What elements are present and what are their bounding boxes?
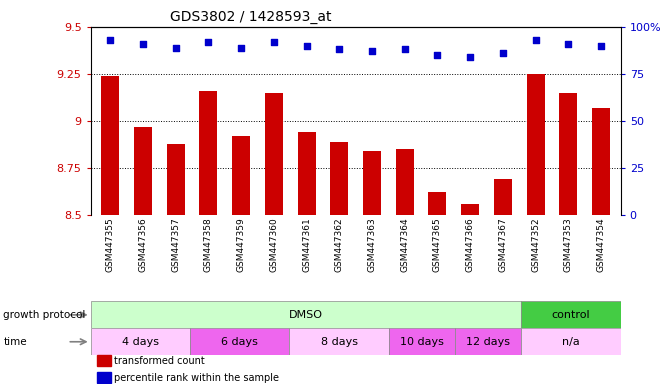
Bar — [461, 204, 479, 215]
Text: GSM447363: GSM447363 — [368, 218, 376, 272]
Bar — [521, 301, 621, 328]
Bar — [134, 127, 152, 215]
Text: GSM447362: GSM447362 — [335, 218, 344, 272]
Text: GSM447359: GSM447359 — [237, 218, 246, 272]
Point — [236, 45, 246, 51]
Point — [301, 43, 312, 49]
Bar — [199, 91, 217, 215]
Bar — [560, 93, 577, 215]
Bar — [265, 93, 282, 215]
Point — [530, 37, 541, 43]
Bar — [166, 144, 185, 215]
Bar — [91, 301, 521, 328]
Text: GSM447361: GSM447361 — [302, 218, 311, 272]
Bar — [297, 132, 315, 215]
Text: 8 days: 8 days — [321, 337, 358, 347]
Bar — [429, 192, 446, 215]
Text: percentile rank within the sample: percentile rank within the sample — [114, 373, 279, 383]
Bar — [396, 149, 414, 215]
Text: GSM447364: GSM447364 — [400, 218, 409, 272]
Text: n/a: n/a — [562, 337, 580, 347]
Point — [596, 43, 607, 49]
Bar — [527, 74, 545, 215]
Text: GSM447356: GSM447356 — [138, 218, 148, 272]
Point — [497, 50, 508, 56]
Text: GSM447358: GSM447358 — [204, 218, 213, 272]
Point — [170, 45, 181, 51]
Point — [399, 46, 410, 53]
Bar — [592, 108, 610, 215]
Text: GSM447367: GSM447367 — [499, 218, 507, 272]
Text: 4 days: 4 days — [121, 337, 159, 347]
Bar — [521, 328, 621, 355]
Text: GSM447360: GSM447360 — [269, 218, 278, 272]
Text: time: time — [3, 337, 27, 347]
Point — [465, 54, 476, 60]
Text: DMSO: DMSO — [289, 310, 323, 320]
Text: 6 days: 6 days — [221, 337, 258, 347]
Bar — [232, 136, 250, 215]
Text: GSM447352: GSM447352 — [531, 218, 540, 272]
Point — [203, 39, 214, 45]
Point — [105, 37, 115, 43]
Text: control: control — [552, 310, 590, 320]
Text: GSM447355: GSM447355 — [106, 218, 115, 272]
Bar — [455, 328, 521, 355]
Text: GSM447366: GSM447366 — [466, 218, 474, 272]
Bar — [289, 328, 389, 355]
Bar — [330, 142, 348, 215]
Text: growth protocol: growth protocol — [3, 310, 86, 320]
Text: GDS3802 / 1428593_at: GDS3802 / 1428593_at — [170, 10, 331, 25]
Bar — [101, 76, 119, 215]
Point — [366, 48, 377, 55]
Point — [334, 46, 345, 53]
Bar — [494, 179, 512, 215]
Text: GSM447365: GSM447365 — [433, 218, 442, 272]
Text: 10 days: 10 days — [400, 337, 444, 347]
Text: transformed count: transformed count — [114, 356, 205, 366]
Bar — [91, 328, 190, 355]
Text: 12 days: 12 days — [466, 337, 510, 347]
Text: GSM447353: GSM447353 — [564, 218, 573, 272]
Bar — [363, 151, 381, 215]
Text: GSM447354: GSM447354 — [597, 218, 605, 272]
Point — [432, 52, 443, 58]
Bar — [389, 328, 455, 355]
Point — [268, 39, 279, 45]
Bar — [190, 328, 289, 355]
Point — [563, 41, 574, 47]
Text: GSM447357: GSM447357 — [171, 218, 180, 272]
Point — [138, 41, 148, 47]
